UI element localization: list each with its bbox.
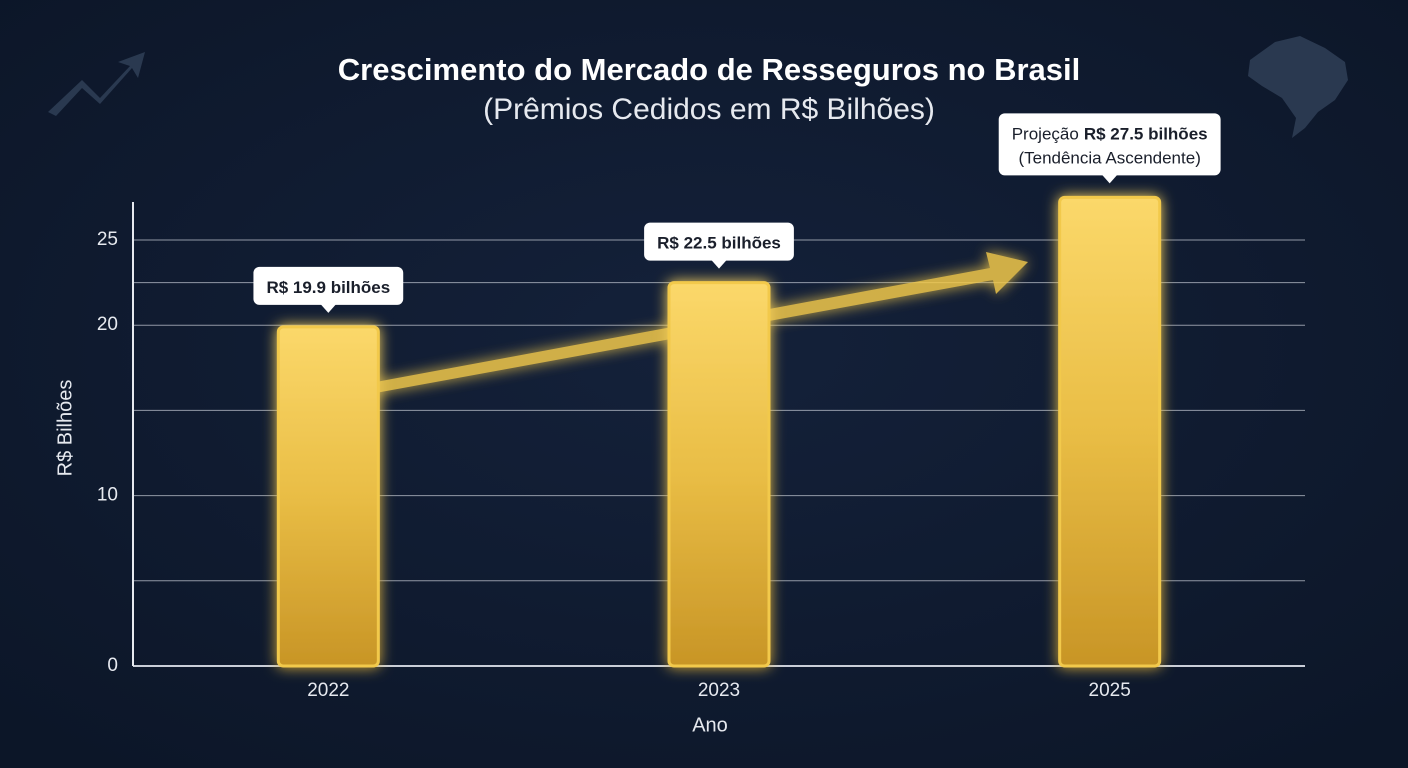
brazil-icon	[1248, 36, 1348, 138]
callout-text: R$ 22.5 bilhões	[657, 234, 781, 253]
callout-text: (Tendência Ascendente)	[1018, 149, 1200, 168]
bar	[276, 325, 380, 668]
callout-box	[998, 113, 1221, 176]
trend-icon	[48, 52, 145, 116]
callout-segment: (Tendência Ascendente)	[1018, 149, 1200, 168]
x-tick-label: 2023	[698, 680, 740, 701]
bars	[276, 195, 1162, 668]
callout-pointer	[1101, 174, 1118, 184]
callout-segment: Projeção	[1012, 125, 1079, 144]
callout: R$ 19.9 bilhões	[253, 266, 404, 313]
y-tick-label: 0	[107, 655, 118, 676]
bar	[1058, 195, 1162, 668]
callout-box	[644, 222, 794, 261]
callout-box	[253, 266, 404, 305]
callout-segment: R$ 19.9 bilhões	[266, 278, 390, 297]
callout-pointer	[320, 303, 337, 313]
x-tick-label: 2022	[307, 680, 349, 701]
callout-text: R$ 19.9 bilhões	[266, 278, 390, 297]
y-tick-label: 25	[97, 229, 118, 250]
callout-segment: R$ 27.5 bilhões	[1084, 125, 1208, 144]
callout-text: Projeção R$ 27.5 bilhões	[1012, 125, 1208, 144]
y-tick-label: 20	[97, 314, 118, 335]
y-axis-label: R$ Bilhões	[54, 380, 76, 477]
callout-segment: R$ 22.5 bilhões	[657, 234, 781, 253]
callout: R$ 22.5 bilhões	[644, 222, 794, 269]
chart-subtitle: (Prêmios Cedidos em R$ Bilhões)	[483, 93, 935, 126]
labels: R$ 19.9 bilhões R$ 22.5 bilhões Projeção R$…	[253, 113, 1221, 313]
callout-pointer	[711, 259, 727, 269]
chart-title: Crescimento do Mercado de Resseguros no …	[338, 52, 1081, 87]
x-axis-label: Ano	[692, 714, 728, 736]
bar	[667, 281, 771, 668]
y-tick-label: 10	[97, 485, 118, 506]
x-tick-label: 2025	[1089, 680, 1131, 701]
callout: Projeção R$ 27.5 bilhões (Tendência Ascend…	[998, 113, 1221, 184]
